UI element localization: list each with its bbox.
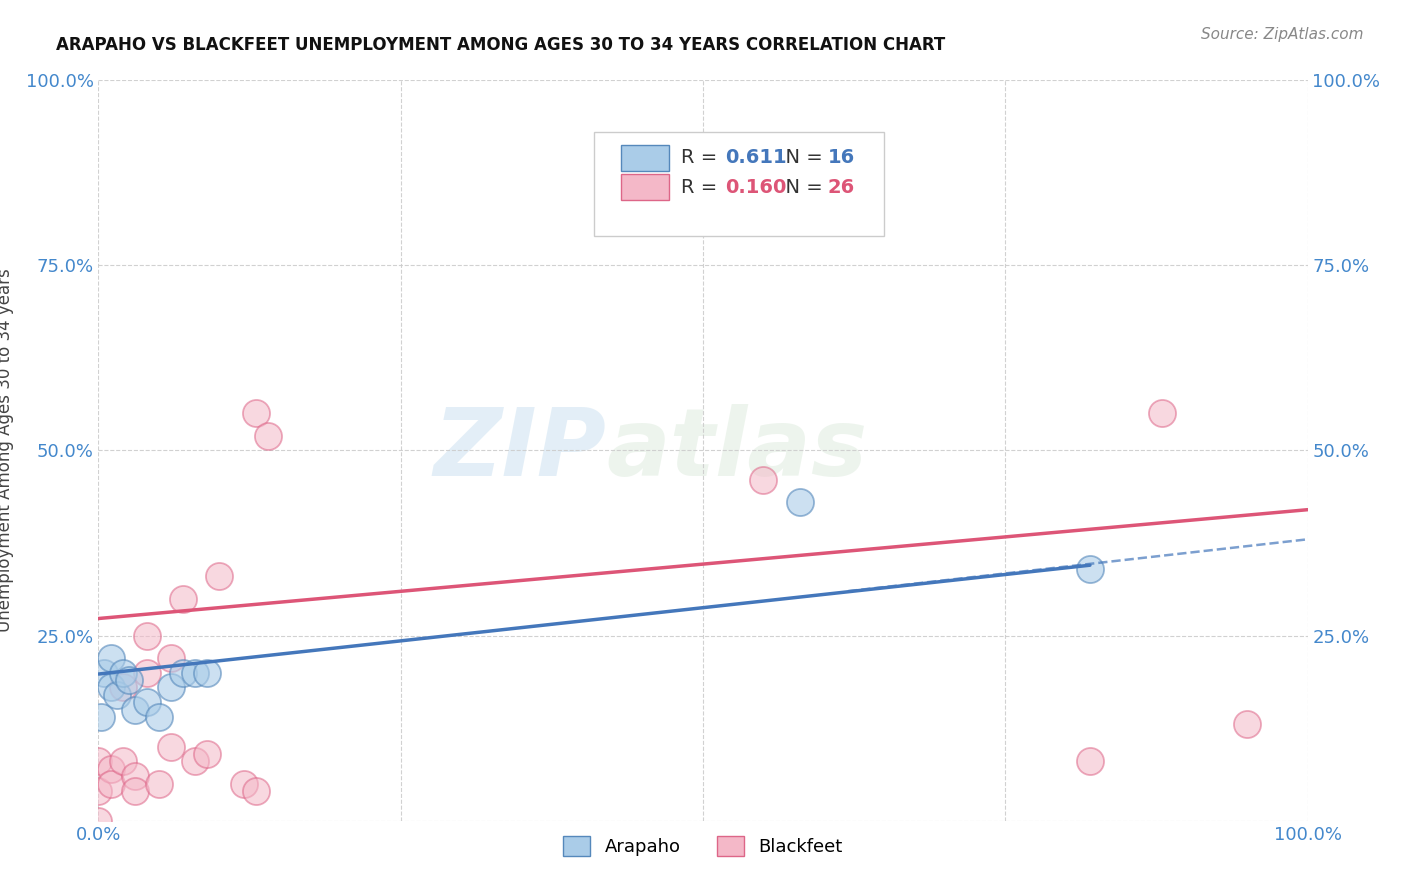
- Point: [124, 703, 146, 717]
- Text: ZIP: ZIP: [433, 404, 606, 497]
- Text: 16: 16: [828, 148, 855, 167]
- FancyBboxPatch shape: [595, 132, 884, 235]
- Point: [1236, 717, 1258, 731]
- Point: [100, 776, 122, 791]
- Point: [90, 710, 112, 724]
- Text: atlas: atlas: [606, 404, 868, 497]
- Text: ARAPAHO VS BLACKFEET UNEMPLOYMENT AMONG AGES 30 TO 34 YEARS CORRELATION CHART: ARAPAHO VS BLACKFEET UNEMPLOYMENT AMONG …: [56, 36, 945, 54]
- Y-axis label: Unemployment Among Ages 30 to 34 years: Unemployment Among Ages 30 to 34 years: [0, 268, 14, 632]
- Text: N =: N =: [773, 148, 830, 167]
- Text: 0.160: 0.160: [724, 178, 786, 197]
- Point: [160, 681, 183, 695]
- Point: [87, 755, 110, 769]
- Point: [160, 739, 183, 754]
- Point: [160, 650, 183, 665]
- Point: [111, 755, 134, 769]
- Point: [752, 473, 775, 487]
- Point: [195, 747, 218, 761]
- Point: [124, 784, 146, 798]
- Point: [135, 628, 157, 642]
- Point: [184, 665, 207, 680]
- Point: [789, 495, 811, 509]
- Point: [232, 776, 254, 791]
- Point: [184, 755, 207, 769]
- Point: [208, 569, 231, 583]
- Point: [100, 762, 122, 776]
- Point: [195, 665, 218, 680]
- Point: [245, 784, 267, 798]
- Legend: Arapaho, Blackfeet: Arapaho, Blackfeet: [555, 829, 851, 863]
- Point: [105, 688, 128, 702]
- Point: [100, 681, 122, 695]
- Text: Source: ZipAtlas.com: Source: ZipAtlas.com: [1201, 27, 1364, 42]
- Point: [172, 665, 194, 680]
- Point: [87, 814, 110, 828]
- Text: 0.611: 0.611: [724, 148, 786, 167]
- Point: [172, 591, 194, 606]
- Point: [148, 710, 170, 724]
- Point: [124, 769, 146, 783]
- Point: [100, 650, 122, 665]
- Point: [93, 665, 115, 680]
- Text: 26: 26: [828, 178, 855, 197]
- Point: [111, 681, 134, 695]
- Point: [135, 695, 157, 709]
- FancyBboxPatch shape: [621, 174, 669, 200]
- Point: [256, 428, 278, 442]
- Point: [1152, 407, 1174, 421]
- Text: N =: N =: [773, 178, 830, 197]
- Point: [135, 665, 157, 680]
- Point: [87, 784, 110, 798]
- Point: [148, 776, 170, 791]
- Text: R =: R =: [682, 148, 724, 167]
- Point: [118, 673, 141, 687]
- Point: [1078, 562, 1101, 576]
- Point: [245, 407, 267, 421]
- Point: [1078, 755, 1101, 769]
- FancyBboxPatch shape: [621, 145, 669, 170]
- Point: [111, 665, 134, 680]
- Text: R =: R =: [682, 178, 724, 197]
